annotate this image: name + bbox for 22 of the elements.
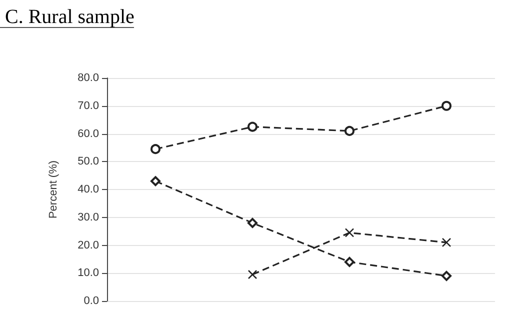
- point: [150, 176, 160, 186]
- y-tick-label: 10.0: [78, 267, 99, 280]
- point: [442, 100, 452, 111]
- point: [150, 144, 160, 154]
- point: [248, 270, 258, 280]
- point: [344, 256, 354, 267]
- y-tick-label: 0.0: [84, 295, 99, 307]
- y-tick-label: 80.0: [78, 72, 99, 84]
- y-tick-label: 30.0: [78, 211, 99, 224]
- y-tick-label: 40.0: [78, 184, 99, 196]
- point: [344, 228, 354, 238]
- y-tick-label: 60.0: [78, 128, 99, 140]
- y-axis-title: Percent (%): [48, 160, 60, 219]
- chart-title: C. Rural sample: [5, 6, 135, 28]
- point: [344, 126, 354, 136]
- y-tick-label: 20.0: [78, 239, 99, 252]
- point: [442, 238, 452, 248]
- y-tick-label: 50.0: [78, 156, 99, 168]
- point: [248, 122, 258, 132]
- point: [442, 270, 452, 281]
- point: [248, 218, 258, 228]
- y-tick-label: 70.0: [78, 100, 99, 112]
